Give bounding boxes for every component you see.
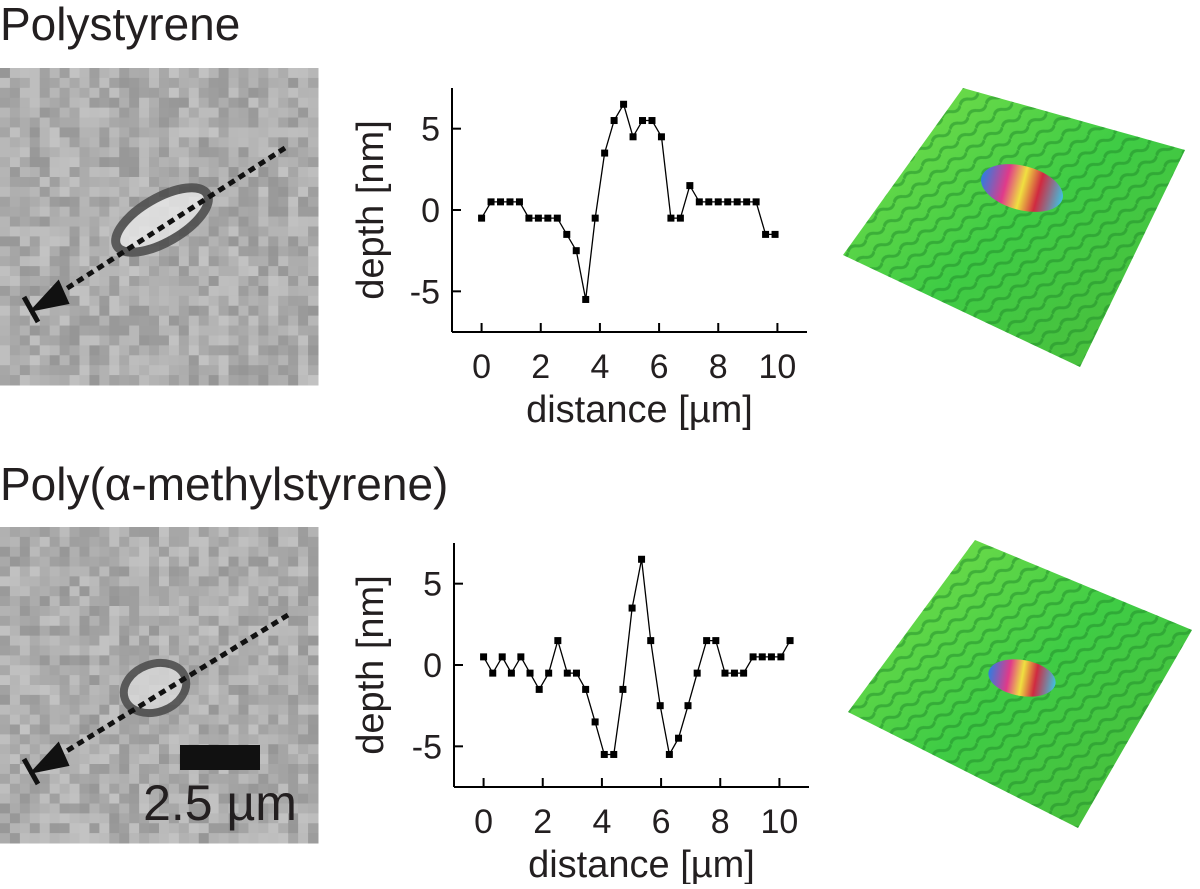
profile-arrow [21,145,290,786]
x-tick-label: 10 [761,803,799,841]
data-point [534,214,542,222]
data-point [786,637,794,645]
feature [111,183,213,718]
y-tick-label: -5 [410,273,440,311]
x-tick-label: 8 [709,348,728,386]
data-point [591,214,599,222]
x-tick-label: 6 [650,348,669,386]
data-point [686,182,694,190]
x-tick-label: 8 [711,803,730,841]
y-tick-label: -5 [412,728,442,766]
data-point [675,734,683,742]
data-point [600,750,608,758]
y-tick-label: 0 [421,192,440,230]
data-point [777,653,785,661]
data-point [639,117,647,125]
x-axis-label: distance [µm] [528,844,755,884]
x-axis-label: distance [µm] [526,389,753,431]
x-tick-label: 0 [472,348,491,386]
x-tick-label: 6 [652,803,671,841]
data-point [656,702,664,710]
x-tick-label: 10 [759,348,797,386]
data-point [480,653,488,661]
data-point [767,653,775,661]
data-point [489,669,497,677]
data-point [515,198,523,206]
data-point [487,198,495,206]
scale-bar-label: 2.5 µm [143,775,297,831]
data-point [620,100,628,108]
x-tick-label: 2 [533,803,552,841]
scale-bar [180,745,260,770]
y-axis-label: depth [nm] [350,575,392,755]
y-axis-label: depth [nm] [350,120,392,300]
data-point [758,653,766,661]
data-point [712,637,720,645]
data-point [695,198,703,206]
data-point [610,117,618,125]
data-point [563,230,571,238]
data-point [545,669,553,677]
data-point [478,214,486,222]
panel-title: Polystyrene [0,0,240,50]
data-point [762,230,770,238]
data-point [553,214,561,222]
data-point [752,198,760,206]
data-point [638,555,646,563]
data-point [771,230,779,238]
data-point [554,637,562,645]
x-tick-label: 2 [531,348,550,386]
data-point [676,214,684,222]
data-point [582,295,590,303]
y-tick-label: 5 [421,111,440,149]
data-point [497,198,505,206]
data-point [667,214,675,222]
data-point [693,669,701,677]
data-point [544,214,552,222]
data-point [665,750,673,758]
data-point [743,198,751,206]
data-point [498,653,506,661]
data-point [582,685,590,693]
data-point [526,669,534,677]
data-point [749,653,757,661]
data-point [591,718,599,726]
x-tick-label: 0 [474,803,493,841]
data-point [648,117,656,125]
data-point [705,198,713,206]
panel-title: Poly(α-methylstyrene) [0,458,448,510]
x-tick-label: 4 [590,348,609,386]
data-point [721,669,729,677]
data-point [517,653,525,661]
y-tick-label: 5 [423,566,442,604]
data-point [572,247,580,255]
data-point [714,198,722,206]
data-point [724,198,732,206]
data-point [610,750,618,758]
data-point [647,637,655,645]
x-tick-label: 4 [592,803,611,841]
data-point [657,133,665,141]
data-point [619,685,627,693]
data-point [507,669,515,677]
data-point [628,604,636,612]
data-point [563,669,571,677]
data-point [525,214,533,222]
data-point [629,133,637,141]
data-point [506,198,514,206]
data-point [535,685,543,693]
data-point [730,669,738,677]
data-point [740,669,748,677]
data-line [483,559,791,757]
y-tick-label: 0 [423,647,442,685]
data-point [703,637,711,645]
data-point [572,669,580,677]
data-point [601,149,609,157]
surface-3d [843,88,1192,828]
data-point [733,198,741,206]
data-point [684,702,692,710]
